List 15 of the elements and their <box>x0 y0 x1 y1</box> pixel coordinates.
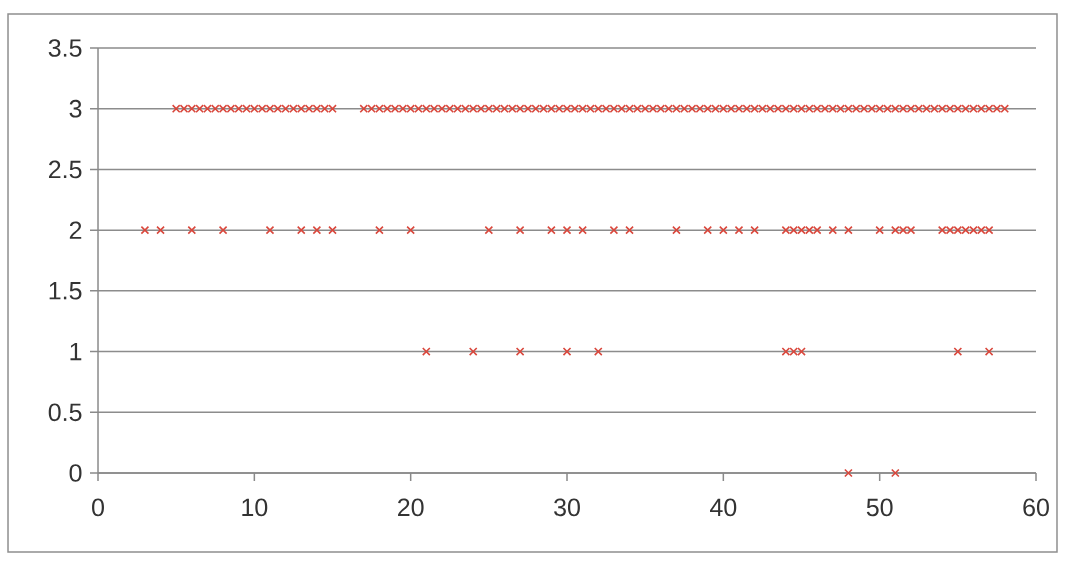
y-tick-label: 2.5 <box>48 160 82 179</box>
x-tick-label: 40 <box>710 498 737 517</box>
x-tick-label: 0 <box>92 498 104 517</box>
x-tick-label: 30 <box>554 498 580 517</box>
x-tick-label: 50 <box>866 498 893 517</box>
y-tick-label: 1 <box>70 342 82 361</box>
y-tick-label: 3.5 <box>48 39 82 57</box>
x-tick-label: 20 <box>398 498 424 517</box>
y-tick-label: 0.5 <box>48 403 82 422</box>
y-tick-label: 2 <box>69 221 82 239</box>
x-tick-label: 60 <box>1023 498 1049 517</box>
y-tick-label: 3 <box>69 99 82 118</box>
y-tick-label: 0 <box>69 464 82 482</box>
y-tick-label: 1.5 <box>49 282 82 300</box>
x-tick-label: 10 <box>242 498 268 517</box>
